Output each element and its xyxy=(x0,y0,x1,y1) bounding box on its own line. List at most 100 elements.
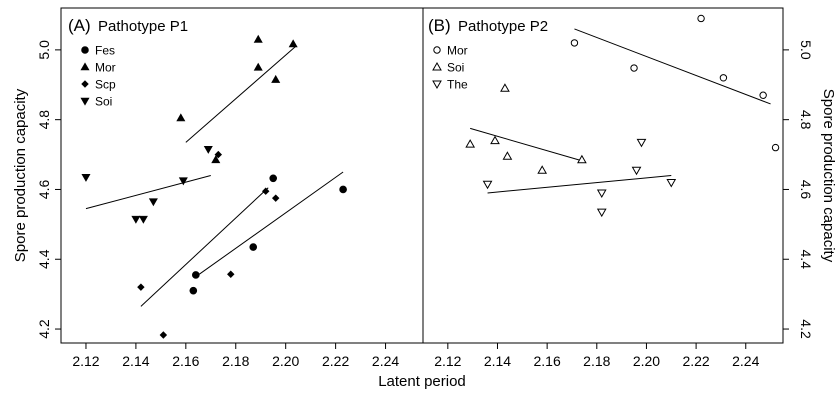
point-soi xyxy=(502,151,513,160)
point-soi xyxy=(178,177,188,186)
legend-marker-scp xyxy=(81,80,89,88)
point-the xyxy=(636,138,647,148)
point-soi xyxy=(138,215,148,224)
point-scp xyxy=(214,150,223,159)
x-tick-label: 2.22 xyxy=(322,353,349,369)
point-mor xyxy=(771,143,780,152)
fit-line-mor xyxy=(185,46,297,143)
point-mor xyxy=(176,113,186,122)
legend-marker-soi xyxy=(432,61,442,71)
point-soi xyxy=(500,83,510,92)
point-mor xyxy=(253,62,263,71)
fit-layer xyxy=(85,28,771,307)
x-tick-label: 2.16 xyxy=(534,353,561,369)
legend-marker-fes xyxy=(81,46,89,54)
point-mor xyxy=(288,39,298,48)
y-tick-label-right: 4.2 xyxy=(798,319,814,339)
point-fes xyxy=(249,243,258,251)
y-tick-label-left: 4.2 xyxy=(36,319,52,339)
point-fes xyxy=(192,271,200,279)
legend-label-soi: Soi xyxy=(447,61,464,75)
legend-marker-the xyxy=(432,80,442,90)
y-tick-label-right: 4.4 xyxy=(798,250,814,270)
point-the xyxy=(596,189,607,198)
point-mor xyxy=(211,155,221,164)
point-fes xyxy=(189,286,198,295)
x-tick-label: 2.22 xyxy=(682,353,709,369)
panel-tag-b: (B) xyxy=(428,16,451,35)
x-tick-label: 2.20 xyxy=(633,353,660,369)
y-axis-title-left: Spore production capacity xyxy=(12,88,29,262)
point-mor xyxy=(697,14,705,23)
x-tick-label: 2.18 xyxy=(583,353,610,369)
x-tick-label: 2.12 xyxy=(434,353,461,369)
panel-tag-a: (A) xyxy=(68,16,91,35)
x-tick-label: 2.18 xyxy=(222,353,249,369)
legend-label-mor: Mor xyxy=(447,44,468,58)
point-soi xyxy=(81,173,91,182)
legend-label-fes: Fes xyxy=(95,44,115,58)
point-scp xyxy=(271,194,280,202)
point-soi xyxy=(148,198,158,207)
y-tick-label-right: 5.0 xyxy=(798,40,814,60)
y-tick-label-left: 4.8 xyxy=(36,110,52,130)
legend-marker-soi xyxy=(80,97,90,106)
y-tick-label-left: 5.0 xyxy=(36,40,52,60)
x-tick-label: 2.12 xyxy=(72,353,99,369)
x-tick-label: 2.20 xyxy=(272,353,299,369)
point-mor xyxy=(630,64,638,72)
point-soi xyxy=(131,215,141,224)
point-mor xyxy=(759,91,767,99)
text-layer: 2.12 2.14 2.16 2.18 2.20 2.22 2.24 2.12 2.14 2.16… xyxy=(12,16,835,390)
panel-title-a: Pathotype P1 xyxy=(98,18,188,35)
point-the xyxy=(596,208,607,218)
fit-line-fes xyxy=(195,171,344,278)
fit-line-scp xyxy=(140,187,269,307)
point-soi xyxy=(490,135,500,145)
legend-label-soi: Soi xyxy=(95,95,112,109)
legend-label-mor: Mor xyxy=(95,61,116,75)
point-scp xyxy=(159,331,168,339)
x-tick-label: 2.16 xyxy=(172,353,199,369)
legend-marker-mor xyxy=(433,46,441,54)
fit-line-soi xyxy=(85,175,211,210)
legend-marker-mor xyxy=(80,62,90,71)
x-tick-label: 2.14 xyxy=(484,353,511,369)
x-axis-title: Latent period xyxy=(378,373,466,390)
point-mor xyxy=(719,74,728,82)
point-soi xyxy=(465,139,476,148)
point-the xyxy=(666,178,677,188)
point-the xyxy=(631,166,642,176)
point-fes xyxy=(339,185,347,194)
y-tick-label-left: 4.4 xyxy=(36,249,52,269)
y-tick-label-right: 4.8 xyxy=(798,110,814,130)
point-mor xyxy=(570,39,579,47)
point-soi xyxy=(203,146,213,154)
point-fes xyxy=(269,174,278,183)
fit-line-soi xyxy=(470,127,585,163)
legend-label-scp: Scp xyxy=(95,78,116,92)
x-tick-label: 2.24 xyxy=(372,353,399,369)
point-mor xyxy=(271,74,281,83)
fit-line-the xyxy=(487,175,672,194)
plot-frame xyxy=(60,7,784,344)
legend-label-the: The xyxy=(447,78,468,92)
point-soi xyxy=(577,154,587,164)
x-tick-label: 2.24 xyxy=(732,353,759,369)
point-scp xyxy=(261,187,270,195)
y-tick-label-left: 4.6 xyxy=(36,180,52,200)
y-axis-title-right: Spore production capacity xyxy=(820,89,835,263)
point-soi xyxy=(537,165,548,174)
frame-layer xyxy=(55,7,789,349)
x-tick-label: 2.14 xyxy=(122,353,149,369)
point-scp xyxy=(227,270,235,278)
point-scp xyxy=(137,283,145,291)
point-mor xyxy=(253,34,263,43)
fit-line-mor xyxy=(574,28,771,105)
y-tick-label-right: 4.6 xyxy=(798,180,814,200)
point-the xyxy=(482,180,493,190)
point-layer xyxy=(81,14,780,339)
panel-title-b: Pathotype P2 xyxy=(458,18,548,35)
